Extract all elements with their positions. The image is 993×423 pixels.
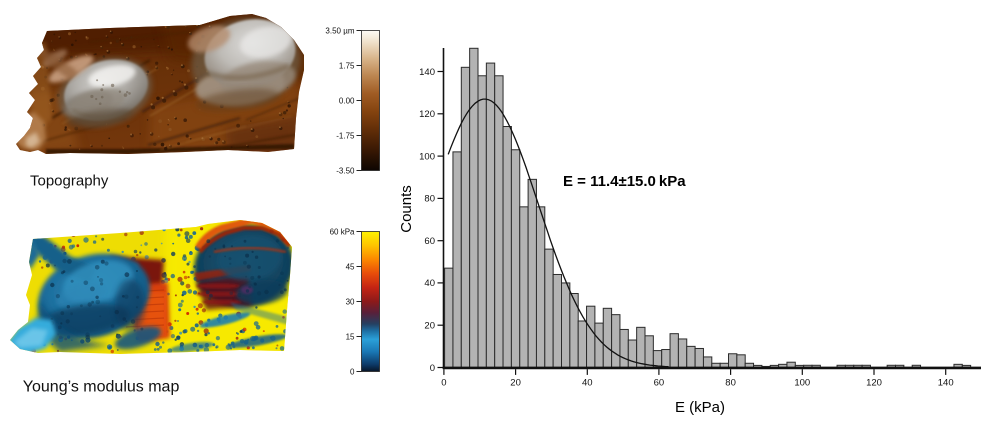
svg-text:120: 120 xyxy=(866,378,882,389)
svg-text:100: 100 xyxy=(794,378,810,389)
svg-text:Counts: Counts xyxy=(398,185,415,233)
svg-text:0: 0 xyxy=(441,378,446,389)
svg-text:100: 100 xyxy=(419,151,435,162)
svg-text:60: 60 xyxy=(424,236,435,247)
svg-text:120: 120 xyxy=(419,109,435,120)
svg-text:Topography: Topography xyxy=(30,173,109,190)
svg-text:140: 140 xyxy=(938,378,954,389)
svg-text:Young’s modulus map: Young’s modulus map xyxy=(23,379,180,396)
svg-text:E = 11.4±15.0 kPa: E = 11.4±15.0 kPa xyxy=(563,173,686,190)
svg-text:30: 30 xyxy=(346,297,355,306)
svg-text:15: 15 xyxy=(346,332,355,341)
svg-text:60: 60 xyxy=(654,378,665,389)
svg-text:E (kPa): E (kPa) xyxy=(675,399,725,416)
svg-text:40: 40 xyxy=(582,378,593,389)
svg-text:80: 80 xyxy=(725,378,736,389)
svg-text:-3.50: -3.50 xyxy=(336,166,355,175)
svg-text:45: 45 xyxy=(346,262,355,271)
svg-text:20: 20 xyxy=(424,321,435,332)
svg-text:-1.75: -1.75 xyxy=(336,131,355,140)
svg-text:20: 20 xyxy=(510,378,521,389)
svg-text:80: 80 xyxy=(424,194,435,205)
svg-text:0.00: 0.00 xyxy=(339,96,355,105)
svg-text:0: 0 xyxy=(430,363,435,374)
svg-text:3.50 µm: 3.50 µm xyxy=(325,26,354,35)
svg-text:0: 0 xyxy=(350,367,355,376)
svg-text:140: 140 xyxy=(419,67,435,78)
svg-text:60 kPa: 60 kPa xyxy=(330,227,355,236)
svg-text:40: 40 xyxy=(424,278,435,289)
svg-text:1.75: 1.75 xyxy=(339,61,355,70)
